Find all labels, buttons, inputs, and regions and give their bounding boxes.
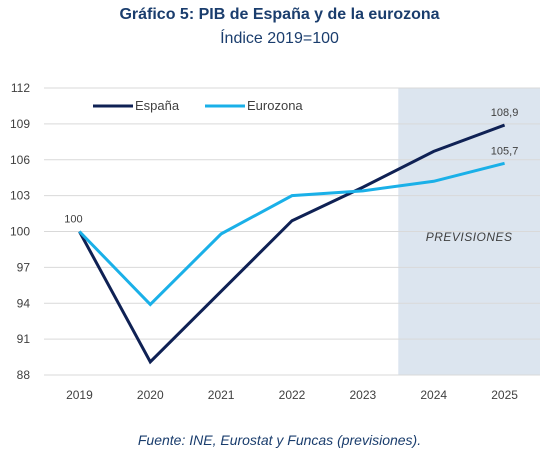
x-tick-label: 2024 <box>420 388 447 402</box>
data-label: 100 <box>64 214 82 226</box>
y-tick-label: 103 <box>10 189 30 203</box>
y-tick-label: 100 <box>10 225 30 239</box>
chart-source: Fuente: INE, Eurostat y Funcas (previsio… <box>137 432 422 448</box>
x-tick-label: 2021 <box>208 388 235 402</box>
data-label: 105,7 <box>491 145 519 157</box>
y-tick-label: 91 <box>17 332 31 346</box>
chart-title: Gráfico 5: PIB de España y de la eurozon… <box>119 6 440 23</box>
x-tick-label: 2019 <box>66 388 93 402</box>
legend-entry: España <box>135 98 180 113</box>
y-tick-label: 106 <box>10 153 30 167</box>
y-tick-label: 88 <box>17 368 31 382</box>
x-tick-label: 2022 <box>279 388 306 402</box>
data-label: 108,9 <box>491 107 519 119</box>
y-tick-label: 109 <box>10 117 30 131</box>
y-tick-label: 94 <box>17 296 31 310</box>
chart-subtitle: Índice 2019=100 <box>220 30 339 47</box>
legend-entry: Eurozona <box>247 98 303 113</box>
y-tick-label: 112 <box>11 81 30 95</box>
x-tick-label: 2023 <box>350 388 377 402</box>
x-tick-label: 2020 <box>137 388 164 402</box>
y-tick-label: 97 <box>17 260 31 274</box>
forecast-label: PREVISIONES <box>426 230 513 244</box>
x-tick-label: 2025 <box>491 388 518 402</box>
